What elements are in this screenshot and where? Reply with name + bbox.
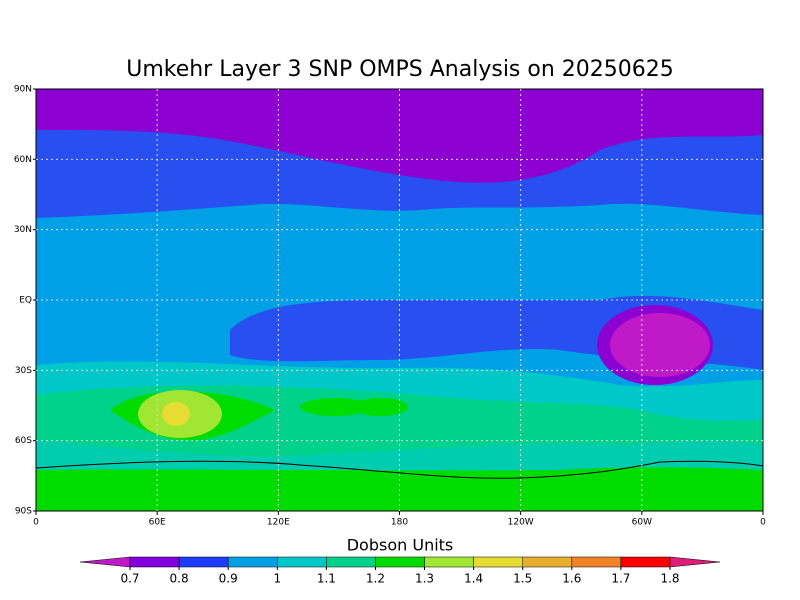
colorbar-tick-label: 1 xyxy=(273,572,281,586)
colorbar-arrow-low xyxy=(79,556,131,568)
colorbar-segment xyxy=(620,556,671,568)
title: Umkehr Layer 3 SNP OMPS Analysis on 2025… xyxy=(126,57,674,82)
colorbar-tick-label: 1.1 xyxy=(317,572,336,586)
colorbar-tick-label: 0.7 xyxy=(120,572,139,586)
x-tick-label: 120W xyxy=(508,518,534,528)
colorbar: 0.7 0.8 0.9 1 1.1 1.2 1.3 1.4 1.5 1.6 1.7 1.8 xyxy=(79,556,721,586)
colorbar-title: Dobson Units xyxy=(347,536,454,555)
colorbar-tick-label: 1.4 xyxy=(464,572,483,586)
y-tick-label: 90N xyxy=(14,85,32,95)
y-tick-label: 90S xyxy=(15,507,32,517)
colorbar-tick-label: 1.6 xyxy=(562,572,581,586)
colorbar-segment xyxy=(277,556,327,568)
colorbar-tick-label: 1.5 xyxy=(513,572,532,586)
colorbar-tick-label: 0.8 xyxy=(170,572,189,586)
colorbar-tick-label: 1.7 xyxy=(611,572,630,586)
colorbar-segment xyxy=(326,556,376,568)
x-tick-label: 0 xyxy=(33,518,39,528)
y-tick-label: EQ xyxy=(19,296,32,306)
x-tick-label: 60E xyxy=(149,518,166,528)
colorbar-segment xyxy=(424,556,474,568)
y-tick-label: 30N xyxy=(14,225,32,235)
x-tick-label: 180 xyxy=(391,518,408,528)
map xyxy=(33,88,764,515)
colorbar-segment xyxy=(227,556,278,568)
colorbar-segment xyxy=(473,556,523,568)
y-tick-label: 30S xyxy=(15,366,32,376)
x-tick-label: 0 xyxy=(760,518,766,528)
colorbar-segment xyxy=(522,556,573,568)
colorbar-segment xyxy=(178,556,229,568)
x-tick-label: 60W xyxy=(632,518,652,528)
colorbar-tick-label: 1.3 xyxy=(415,572,434,586)
colorbar-segment xyxy=(571,556,622,568)
colorbar-segment xyxy=(375,556,425,568)
y-tick-label: 60N xyxy=(14,155,32,165)
colorbar-tick-label: 0.9 xyxy=(219,572,238,586)
colorbar-segment xyxy=(129,556,180,568)
y-tick-label: 60S xyxy=(15,436,32,446)
x-tick-label: 120E xyxy=(267,518,290,528)
graticule xyxy=(33,88,764,515)
colorbar-tick-label: 1.2 xyxy=(366,572,385,586)
colorbar-arrow-high xyxy=(669,556,721,568)
colorbar-tick-label: 1.8 xyxy=(660,572,679,586)
